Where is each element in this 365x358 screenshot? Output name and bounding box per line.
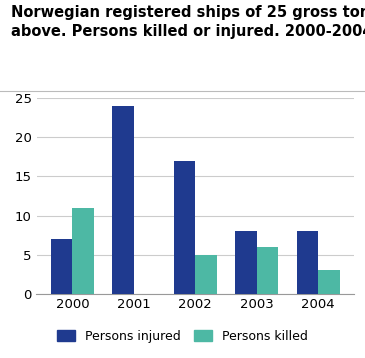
Legend: Persons injured, Persons killed: Persons injured, Persons killed	[52, 325, 313, 348]
Bar	[318, 270, 339, 294]
Bar	[72, 208, 94, 294]
Bar	[297, 231, 318, 294]
Bar	[112, 106, 134, 294]
Text: Norwegian registered ships of 25 gross tonnes and
above. Persons killed or injur: Norwegian registered ships of 25 gross t…	[11, 5, 365, 39]
Bar	[174, 161, 195, 294]
Bar	[257, 247, 278, 294]
Bar	[235, 231, 257, 294]
Bar	[51, 239, 72, 294]
Bar	[195, 255, 217, 294]
